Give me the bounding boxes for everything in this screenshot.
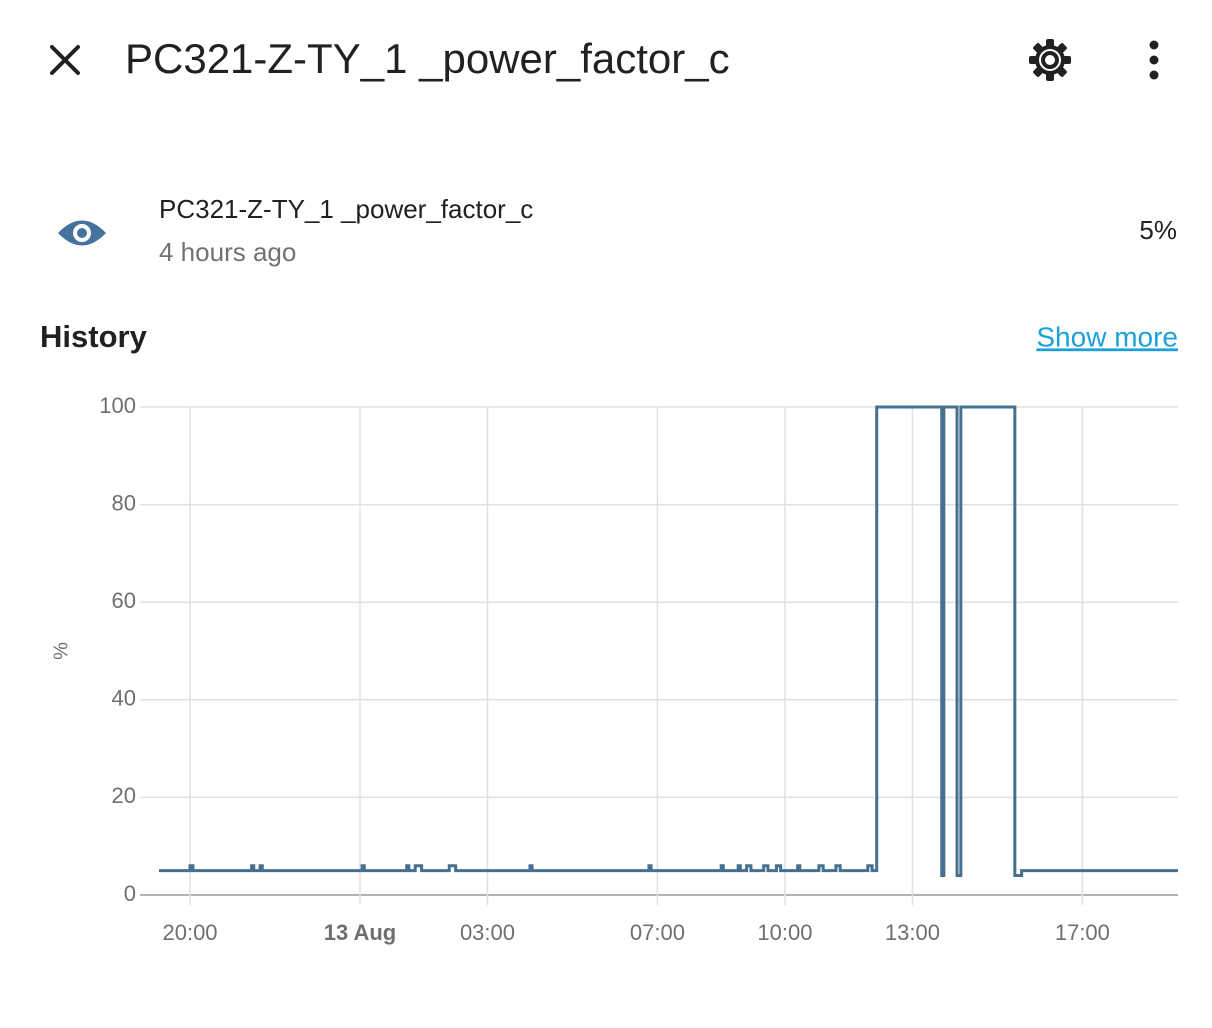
y-tick-label: 20 (112, 783, 136, 808)
history-title: History (40, 319, 148, 354)
x-tick-label: 10:00 (757, 920, 812, 945)
entity-state: 5% (1139, 215, 1177, 245)
y-tick-label: 0 (124, 881, 136, 906)
x-tick-label: 20:00 (162, 920, 217, 945)
x-tick-label: 17:00 (1055, 920, 1110, 945)
x-tick-label: 13 Aug (324, 920, 397, 945)
x-tick-label: 03:00 (460, 920, 515, 945)
x-tick-label: 07:00 (630, 920, 685, 945)
y-tick-label: 100 (99, 393, 136, 418)
settings-button[interactable] (1029, 39, 1071, 81)
x-tick-label: 13:00 (885, 920, 940, 945)
y-tick-label: 40 (112, 686, 136, 711)
last-changed: 4 hours ago (159, 237, 296, 267)
close-button[interactable] (50, 45, 80, 75)
more-button[interactable] (1149, 40, 1159, 80)
show-more-link[interactable]: Show more (1036, 321, 1178, 352)
dialog-title: PC321-Z-TY_1 _power_factor_c (125, 35, 730, 82)
y-tick-label: 60 (112, 588, 136, 613)
entity-icon (58, 220, 106, 246)
entity-name: PC321-Z-TY_1 _power_factor_c (159, 194, 533, 224)
y-tick-label: 80 (112, 490, 136, 515)
y-axis-label: % (50, 642, 72, 660)
data-line (159, 405, 1178, 877)
